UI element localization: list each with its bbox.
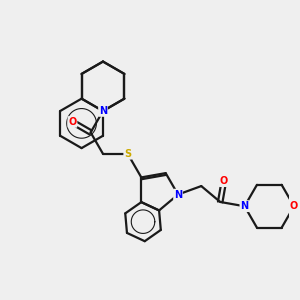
Text: N: N	[99, 106, 107, 116]
Text: S: S	[124, 149, 131, 159]
Text: O: O	[68, 117, 76, 127]
Text: N: N	[174, 190, 182, 200]
Text: N: N	[241, 201, 249, 211]
Text: N: N	[241, 201, 249, 211]
Text: O: O	[220, 176, 228, 186]
Text: O: O	[290, 201, 298, 211]
